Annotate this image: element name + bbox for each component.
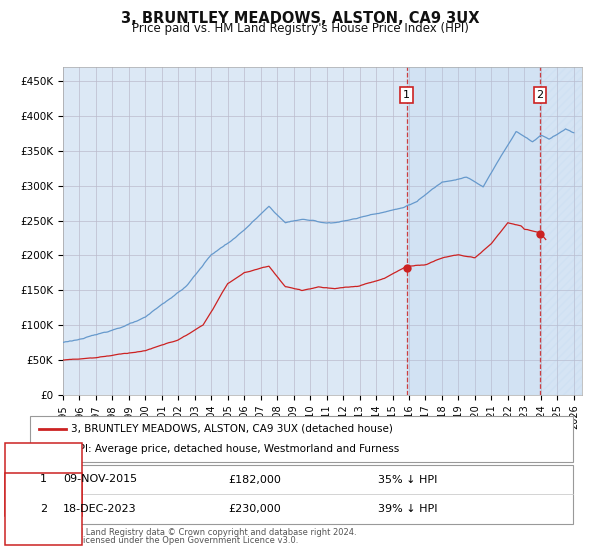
Text: £230,000: £230,000 xyxy=(228,504,281,514)
Text: 09-NOV-2015: 09-NOV-2015 xyxy=(63,474,137,484)
Text: 3, BRUNTLEY MEADOWS, ALSTON, CA9 3UX: 3, BRUNTLEY MEADOWS, ALSTON, CA9 3UX xyxy=(121,11,479,26)
Text: 2: 2 xyxy=(536,90,544,100)
Text: 1: 1 xyxy=(403,90,410,100)
Text: £182,000: £182,000 xyxy=(228,474,281,484)
Text: 3, BRUNTLEY MEADOWS, ALSTON, CA9 3UX (detached house): 3, BRUNTLEY MEADOWS, ALSTON, CA9 3UX (de… xyxy=(71,424,392,434)
Bar xyxy=(407,67,540,395)
Text: 35% ↓ HPI: 35% ↓ HPI xyxy=(378,474,437,484)
Text: 2: 2 xyxy=(40,504,47,514)
Text: 39% ↓ HPI: 39% ↓ HPI xyxy=(378,504,437,514)
Text: 1: 1 xyxy=(40,474,47,484)
Text: This data is licensed under the Open Government Licence v3.0.: This data is licensed under the Open Gov… xyxy=(30,536,298,545)
Text: HPI: Average price, detached house, Westmorland and Furness: HPI: Average price, detached house, West… xyxy=(71,444,399,454)
Text: 18-DEC-2023: 18-DEC-2023 xyxy=(63,504,137,514)
Bar xyxy=(540,67,582,395)
Text: Contains HM Land Registry data © Crown copyright and database right 2024.: Contains HM Land Registry data © Crown c… xyxy=(30,528,356,537)
Text: Price paid vs. HM Land Registry's House Price Index (HPI): Price paid vs. HM Land Registry's House … xyxy=(131,22,469,35)
